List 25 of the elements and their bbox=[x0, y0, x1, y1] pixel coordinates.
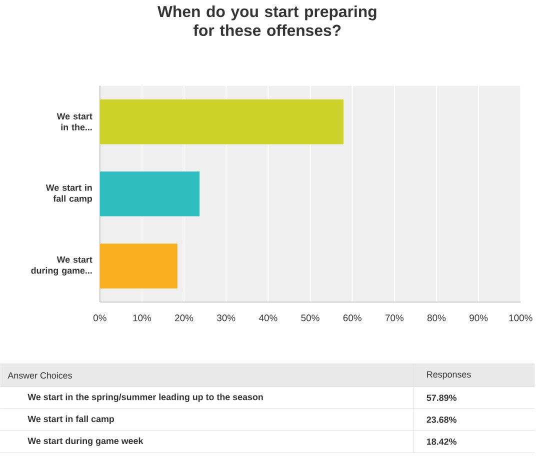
x-tick-label: 0% bbox=[93, 314, 106, 322]
x-tick-label: 40% bbox=[258, 314, 278, 322]
x-tick-label: 30% bbox=[217, 314, 236, 322]
x-tick-label: 20% bbox=[175, 314, 194, 322]
chart-title: When do you start preparing for these offenses? bbox=[157, 6, 376, 36]
y-tick-label: We start in fall camp bbox=[46, 184, 92, 204]
text: Answer Choices bbox=[8, 372, 72, 379]
x-tick-label: 90% bbox=[470, 314, 488, 322]
text: 57.89% bbox=[426, 394, 457, 402]
y-tick-label: We start in the... bbox=[56, 113, 92, 131]
text: We start in the spring/summer leading up to the season bbox=[28, 394, 263, 402]
x-tick-label: 80% bbox=[427, 314, 446, 322]
x-tick-label: 50% bbox=[301, 314, 320, 322]
x-tick-label: 70% bbox=[385, 314, 404, 322]
x-tick-label: 60% bbox=[343, 314, 362, 322]
bar bbox=[100, 244, 178, 289]
x-tick-label: 10% bbox=[133, 314, 152, 322]
text: Responses bbox=[427, 372, 471, 380]
bar bbox=[100, 100, 344, 144]
text: 23.68% bbox=[426, 416, 457, 424]
y-tick-label: We start during game... bbox=[31, 256, 92, 276]
bar bbox=[100, 172, 200, 217]
text: 18.42% bbox=[426, 438, 457, 446]
x-tick-label: 100% bbox=[509, 314, 532, 322]
text: We start during game week bbox=[28, 438, 144, 446]
